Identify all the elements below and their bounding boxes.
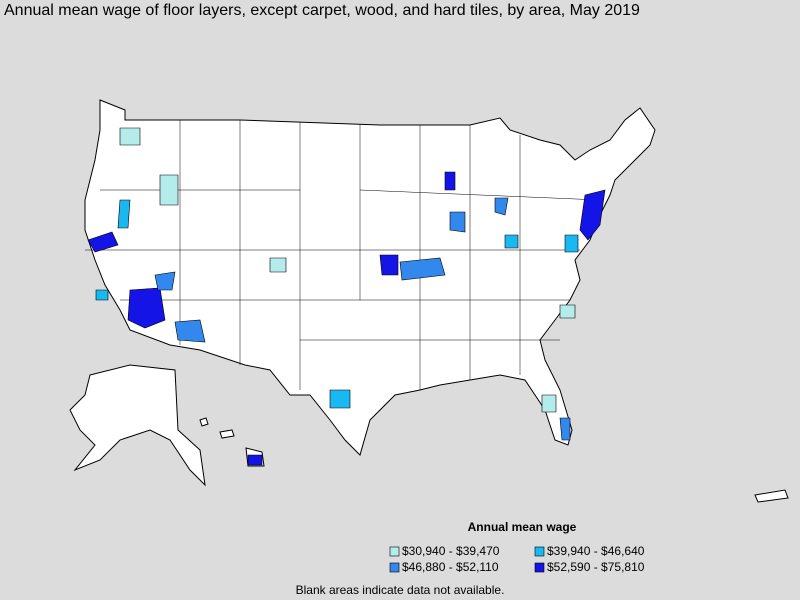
wage-area [127, 287, 166, 329]
wage-area [564, 234, 579, 253]
wage-area [541, 394, 557, 413]
state-borders [85, 120, 601, 390]
wage-area [379, 254, 399, 276]
legend-swatch [389, 546, 400, 557]
footnote: Blank areas indicate data not available. [296, 583, 505, 597]
wage-area [87, 231, 119, 253]
wage-area [399, 257, 446, 281]
wage-area [159, 174, 179, 206]
wage-area [174, 319, 206, 343]
wage-area [559, 304, 576, 319]
wage-area [269, 257, 287, 273]
legend: Annual mean wage $30,940 - $39,470 $39,94… [389, 520, 645, 574]
wage-area [449, 211, 466, 233]
wage-area [154, 271, 176, 291]
wage-area [579, 189, 606, 241]
wage-area [329, 389, 351, 409]
map [69, 99, 789, 503]
wage-area [247, 454, 263, 466]
wage-area [95, 289, 109, 301]
wage-area [504, 234, 519, 249]
wage-area [117, 199, 131, 229]
legend-label: $39,940 - $46,640 [547, 544, 645, 558]
wage-areas [87, 127, 606, 466]
title: Annual mean wage of floor layers, except… [4, 2, 640, 19]
legend-label: $46,880 - $52,110 [402, 560, 499, 574]
legend-label: $52,590 - $75,810 [547, 560, 645, 574]
contiguous-us [84, 99, 656, 456]
legend-title: Annual mean wage [468, 520, 577, 534]
wage-area [444, 171, 456, 191]
alaska [69, 364, 206, 487]
wage-area [119, 127, 141, 146]
wage-area [494, 197, 509, 216]
legend-swatch [534, 562, 545, 573]
wage-area [559, 417, 571, 441]
legend-swatch [389, 562, 400, 573]
legend-label: $30,940 - $39,470 [402, 544, 500, 558]
legend-swatch [534, 546, 545, 557]
puerto-rico [754, 489, 789, 503]
